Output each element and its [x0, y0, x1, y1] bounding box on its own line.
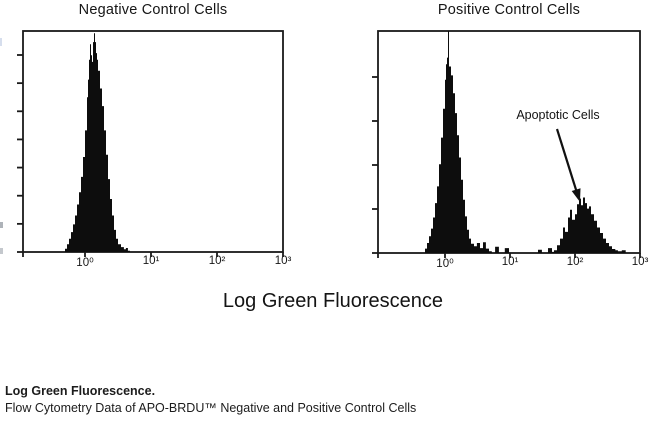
- x-axis-label: Log Green Fluorescence: [222, 290, 444, 312]
- histogram-series: [423, 31, 628, 253]
- x-tick-label: 10³: [274, 255, 292, 267]
- x-tick-label: 10²: [566, 256, 584, 268]
- positive-control-panel: [372, 30, 641, 258]
- x-tick-label: 10³: [631, 256, 649, 268]
- edge-artifact: [0, 248, 3, 254]
- figure-caption: Log Green Fluorescence. Flow Cytometry D…: [5, 383, 416, 418]
- x-tick-label: 10¹: [142, 255, 160, 267]
- flow-cytometry-plots: [0, 30, 641, 258]
- apoptotic-cells-label: Apoptotic Cells: [516, 108, 600, 122]
- right-panel-title: Positive Control Cells: [437, 2, 581, 18]
- edge-artifact: [0, 222, 3, 228]
- histogram-series: [63, 33, 132, 253]
- left-panel-title: Negative Control Cells: [78, 2, 228, 18]
- edge-artifact: [0, 38, 2, 46]
- plot-frame: [22, 30, 284, 253]
- x-tick-label: 10⁰: [436, 258, 454, 270]
- x-tick-label: 10²: [208, 255, 226, 267]
- x-tick-label: 10¹: [501, 256, 519, 268]
- annotation-arrow: [555, 128, 581, 202]
- negative-control-panel: [17, 30, 284, 257]
- x-tick-label: 10⁰: [76, 257, 94, 269]
- caption-text: Flow Cytometry Data of APO-BRDU™ Negativ…: [5, 401, 417, 416]
- plot-frame: [377, 30, 641, 254]
- caption-title: Log Green Fluorescence.: [5, 384, 156, 398]
